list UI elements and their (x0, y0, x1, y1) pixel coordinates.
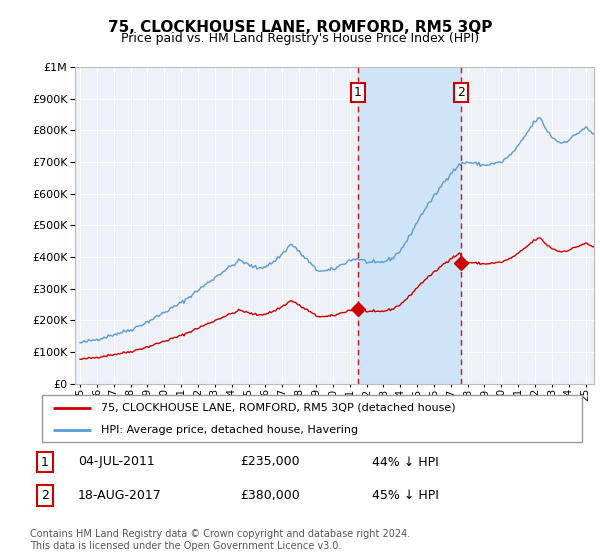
Text: 2: 2 (457, 86, 465, 99)
Text: Price paid vs. HM Land Registry's House Price Index (HPI): Price paid vs. HM Land Registry's House … (121, 32, 479, 45)
FancyBboxPatch shape (42, 395, 582, 442)
Text: £235,000: £235,000 (240, 455, 299, 469)
Text: 2: 2 (41, 489, 49, 502)
Text: 04-JUL-2011: 04-JUL-2011 (78, 455, 155, 469)
Text: 45% ↓ HPI: 45% ↓ HPI (372, 489, 439, 502)
Text: 44% ↓ HPI: 44% ↓ HPI (372, 455, 439, 469)
Text: £380,000: £380,000 (240, 489, 300, 502)
Text: 1: 1 (354, 86, 362, 99)
Text: 75, CLOCKHOUSE LANE, ROMFORD, RM5 3QP: 75, CLOCKHOUSE LANE, ROMFORD, RM5 3QP (108, 20, 492, 35)
Text: 75, CLOCKHOUSE LANE, ROMFORD, RM5 3QP (detached house): 75, CLOCKHOUSE LANE, ROMFORD, RM5 3QP (d… (101, 403, 456, 413)
Text: 18-AUG-2017: 18-AUG-2017 (78, 489, 162, 502)
Text: 1: 1 (41, 455, 49, 469)
Text: Contains HM Land Registry data © Crown copyright and database right 2024.
This d: Contains HM Land Registry data © Crown c… (30, 529, 410, 551)
Text: HPI: Average price, detached house, Havering: HPI: Average price, detached house, Have… (101, 424, 359, 435)
Bar (358, 67, 461, 384)
